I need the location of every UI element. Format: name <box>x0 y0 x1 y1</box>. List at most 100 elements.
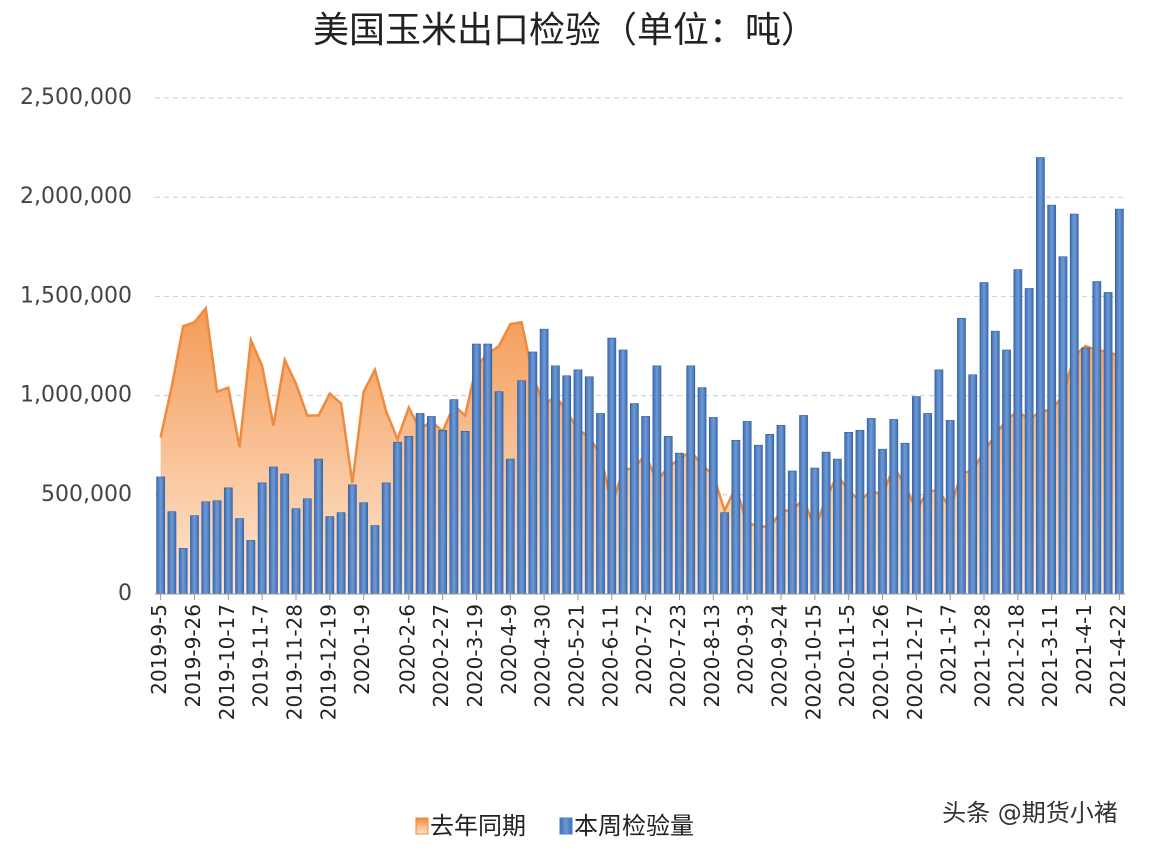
bar <box>438 430 447 595</box>
bar <box>178 548 188 595</box>
bar <box>979 282 989 595</box>
x-tick-label: 2021-2-18 <box>1004 604 1028 708</box>
x-tick-label: 2021-1-28 <box>971 604 995 708</box>
bar <box>765 433 775 595</box>
watermark: 头条 @期货小褚 <box>942 799 1118 827</box>
bar <box>878 448 887 595</box>
bar <box>1002 349 1011 595</box>
y-tick-label: 500,000 <box>41 482 132 507</box>
x-tick-label: 2020-2-6 <box>395 604 419 695</box>
x-tick-label: 2020-7-23 <box>666 604 690 708</box>
bar <box>641 416 650 595</box>
x-tick-label: 2020-8-13 <box>700 604 724 708</box>
bar <box>776 425 786 595</box>
bar <box>844 432 854 595</box>
bar <box>968 374 978 595</box>
bar <box>156 476 166 595</box>
bar <box>1024 288 1034 595</box>
bar <box>257 482 267 595</box>
bar <box>1103 292 1113 595</box>
bar <box>1081 347 1090 595</box>
y-tick-label: 2,000,000 <box>20 184 132 209</box>
bar <box>212 500 222 595</box>
bar <box>246 540 256 595</box>
bar <box>742 421 752 595</box>
x-tick-label: 2019-9-5 <box>147 604 171 695</box>
bar <box>201 501 211 595</box>
bar <box>923 413 932 595</box>
legend-label: 本周检验量 <box>574 812 694 840</box>
x-tick-label: 2020-9-3 <box>734 604 758 695</box>
bar <box>472 343 481 595</box>
bar <box>235 518 244 595</box>
x-tick-label: 2020-12-17 <box>903 604 927 720</box>
x-tick-label: 2020-6-11 <box>598 604 622 708</box>
bar <box>539 328 549 595</box>
bar <box>652 365 662 595</box>
bar <box>302 498 312 595</box>
x-tick-label: 2020-3-19 <box>463 604 487 708</box>
bar <box>359 502 369 595</box>
bar <box>551 365 560 595</box>
bar <box>167 511 177 595</box>
bar <box>957 317 966 595</box>
bar <box>415 413 425 595</box>
bar <box>1036 157 1045 595</box>
bar <box>393 441 402 595</box>
legend-label: 去年同期 <box>430 812 526 840</box>
bar <box>945 420 955 595</box>
bar <box>833 458 842 595</box>
x-tick-label: 2019-10-17 <box>215 604 239 720</box>
bar <box>1047 204 1057 595</box>
bar <box>889 419 899 595</box>
bar <box>269 466 278 595</box>
bar <box>810 467 820 595</box>
x-tick-label: 2019-12-19 <box>316 604 340 720</box>
bar <box>934 369 944 595</box>
y-tick-label: 2,500,000 <box>20 85 132 110</box>
bar <box>607 337 617 595</box>
bar <box>754 444 763 595</box>
x-tick-label: 2020-11-26 <box>869 604 893 720</box>
bar <box>348 484 357 595</box>
bar <box>291 508 301 595</box>
bar <box>821 451 831 595</box>
x-tick-label: 2020-5-21 <box>564 604 588 708</box>
x-tick-label: 2020-9-24 <box>767 604 791 708</box>
x-tick-label: 2020-11-5 <box>835 604 859 708</box>
bar <box>426 416 436 595</box>
x-tick-label: 2021-4-1 <box>1072 604 1096 695</box>
bar <box>697 387 707 595</box>
bar <box>990 330 1000 595</box>
bar <box>799 415 808 595</box>
bar <box>404 435 414 595</box>
x-tick-label: 2020-2-27 <box>429 604 453 708</box>
bar <box>314 458 323 595</box>
x-tick-label: 2021-4-22 <box>1106 604 1130 708</box>
legend-swatch <box>415 817 429 835</box>
bar <box>460 431 470 595</box>
bar <box>528 351 538 595</box>
bar <box>505 458 515 595</box>
x-tick-label: 2020-10-15 <box>801 604 825 720</box>
bar <box>223 487 233 595</box>
x-tick-label: 2020-4-9 <box>497 604 521 695</box>
bar <box>562 375 572 595</box>
bar <box>517 380 526 595</box>
bar <box>573 369 583 595</box>
bar <box>911 396 921 595</box>
x-tick-label: 2020-7-2 <box>632 604 656 695</box>
bar <box>449 399 459 595</box>
bar <box>494 391 504 595</box>
bar <box>629 403 639 595</box>
legend-swatch <box>559 817 573 835</box>
bar <box>731 439 741 595</box>
x-tick-label: 2021-3-11 <box>1038 604 1062 708</box>
x-tick-label: 2021-1-7 <box>937 604 961 695</box>
y-tick-label: 0 <box>118 581 132 606</box>
bar <box>336 512 346 595</box>
bar <box>370 525 380 595</box>
bar <box>1069 213 1079 595</box>
bar <box>280 473 290 595</box>
